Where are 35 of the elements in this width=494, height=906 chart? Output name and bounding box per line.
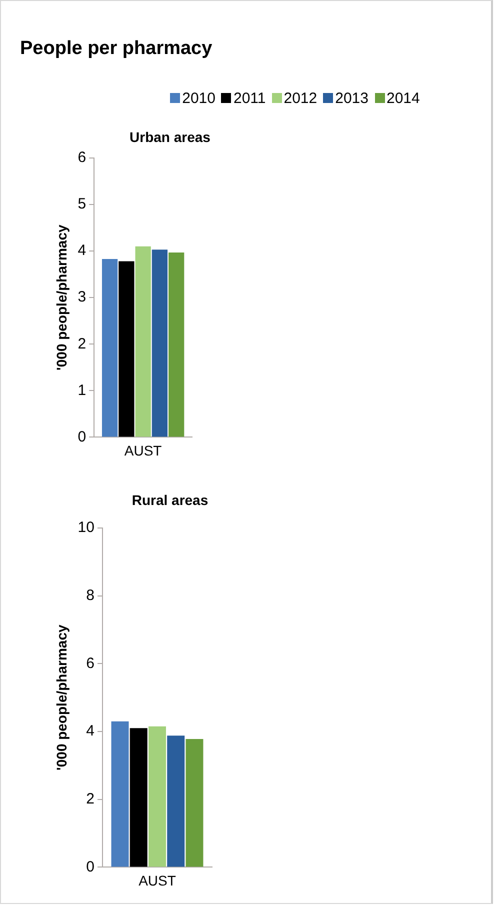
legend-label: 2014: [386, 90, 420, 107]
x-tick-label: AUST: [138, 872, 176, 888]
bar: [135, 246, 151, 437]
chart-title: Rural areas: [130, 492, 210, 508]
legend-label: 2012: [284, 90, 318, 107]
bar: [152, 250, 168, 437]
y-axis-title: '000 people/pharmacy: [53, 224, 70, 370]
bar: [186, 738, 204, 867]
y-tick-label: 4: [78, 242, 86, 260]
chart-subtitle: Urban areas: [128, 129, 212, 145]
y-tick-label: 6: [86, 654, 94, 672]
bar: [102, 258, 118, 437]
y-tick-label: 6: [78, 149, 86, 166]
y-tick-label: 10: [78, 519, 94, 536]
y-tick-label: 2: [86, 790, 94, 808]
y-axis-title: '000 people/pharmacy: [53, 624, 70, 770]
legend-label: 2010: [182, 90, 216, 107]
y-tick-label: 5: [78, 196, 86, 213]
y-tick-label: 8: [86, 586, 94, 604]
x-tick-label: AUST: [124, 442, 162, 458]
legend-label: 2013: [335, 90, 368, 107]
y-tick-label: 0: [86, 858, 94, 876]
y-tick-label: 0: [78, 428, 86, 446]
y-tick-label: 3: [78, 288, 86, 306]
bar: [111, 721, 129, 867]
bar: [148, 726, 166, 867]
bar: [130, 728, 148, 867]
y-tick-label: 2: [78, 335, 86, 352]
y-tick-label: 4: [86, 722, 94, 740]
bar: [168, 252, 184, 437]
y-tick-label: 1: [78, 382, 86, 399]
legend-label: 2011: [233, 90, 266, 107]
bar: [167, 736, 185, 867]
chart-title: People per pharmacy: [20, 38, 212, 60]
bar: [118, 261, 134, 437]
